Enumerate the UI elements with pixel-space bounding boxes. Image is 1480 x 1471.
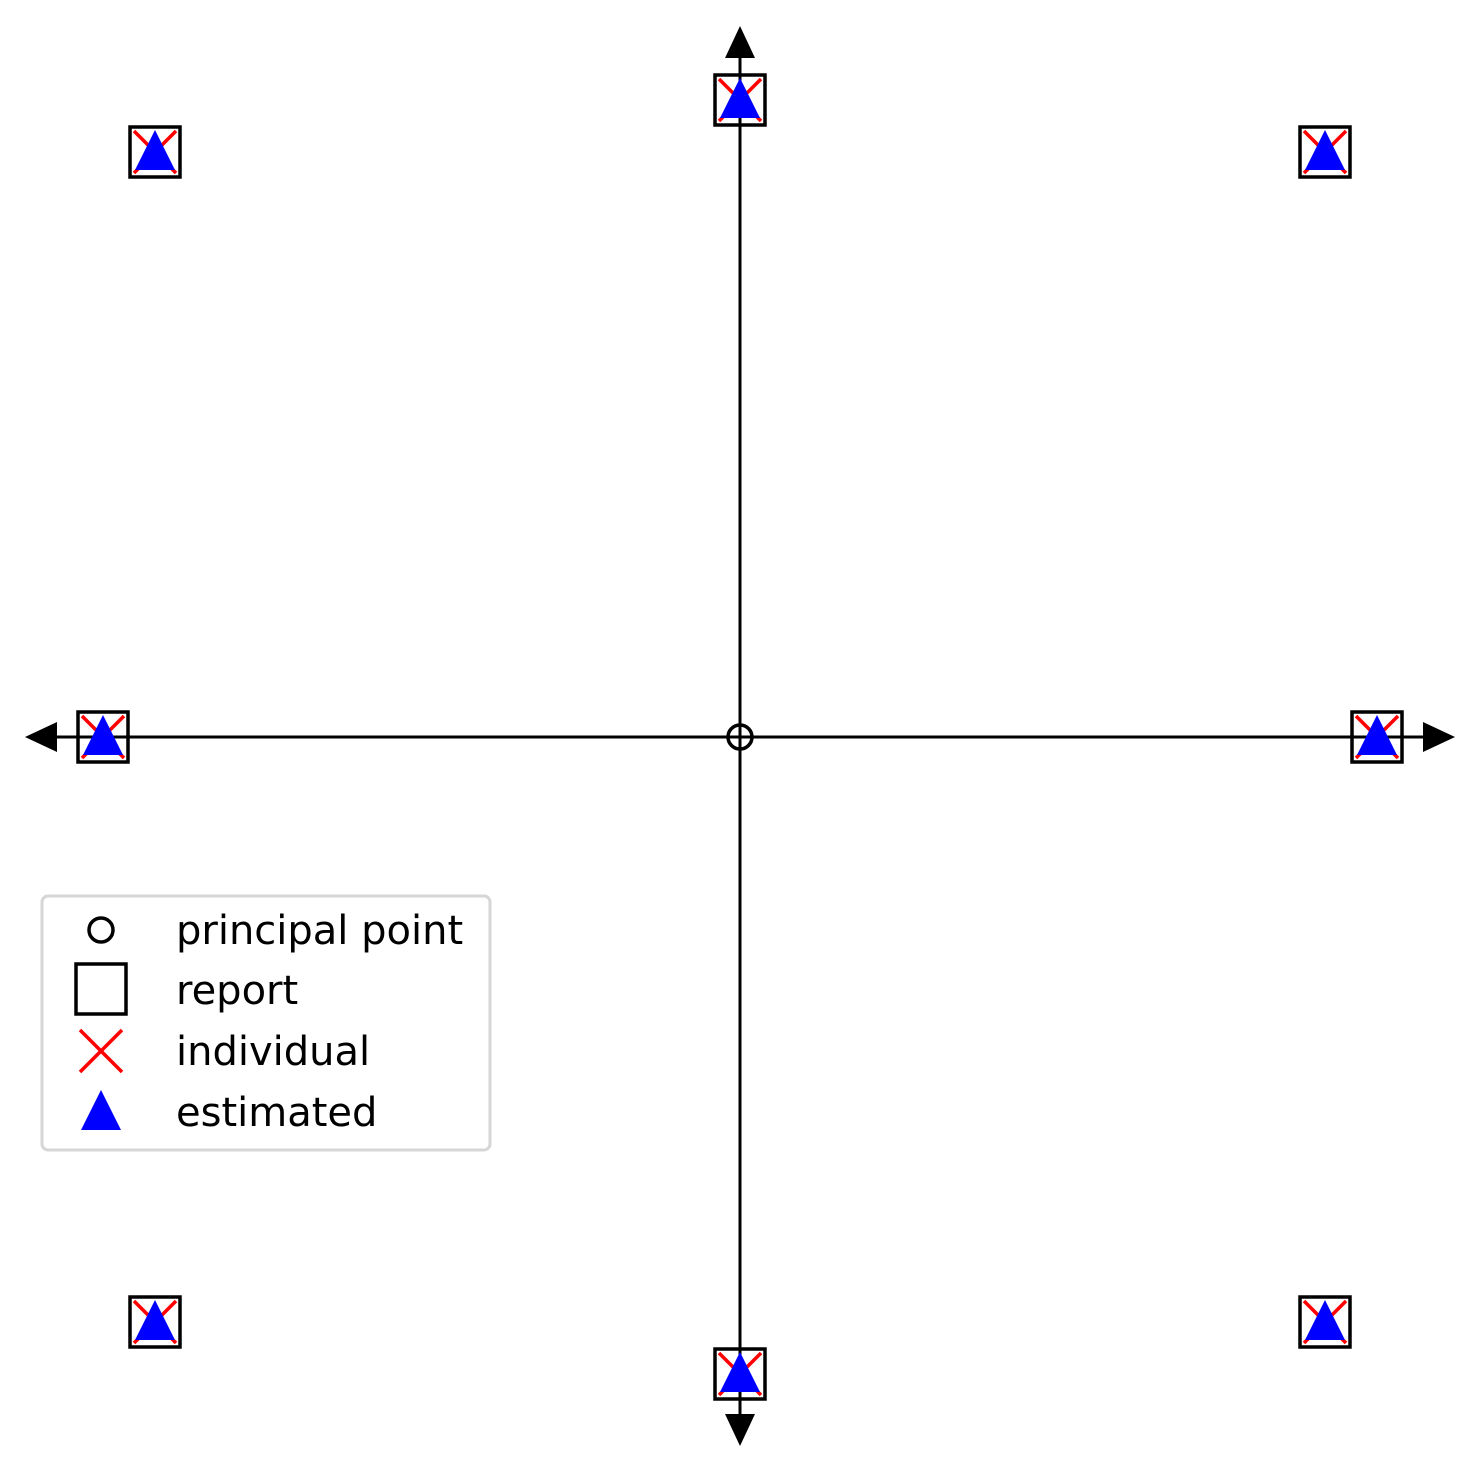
report-square-point [1350, 710, 1404, 764]
legend-x-marker [78, 1028, 124, 1074]
report-square-point [76, 710, 130, 764]
legend-entry-report: report [74, 962, 298, 1016]
legend-triangle-marker [81, 1090, 121, 1130]
estimated-triangle-point [83, 715, 123, 755]
estimated-triangle-point [1305, 1300, 1345, 1340]
y-axis-arrow-up [725, 26, 755, 58]
legend: principal point report individual estima… [40, 894, 492, 1152]
axes [25, 26, 1455, 1446]
estimated-triangle-point [720, 78, 760, 118]
legend-label: estimated [176, 1090, 377, 1136]
report-square-point [128, 1295, 182, 1349]
legend-circle-marker [87, 916, 115, 944]
legend-square-marker [74, 962, 128, 1016]
legend-label: report [176, 968, 298, 1014]
legend-entry-estimated: estimated [81, 1090, 377, 1136]
estimated-triangle-point [135, 130, 175, 170]
legend-label: principal point [176, 908, 463, 954]
x-axis-arrow-right [1423, 722, 1455, 752]
report-square-point [713, 1347, 767, 1401]
estimated-triangle-point [1305, 130, 1345, 170]
y-axis-arrow-down [725, 1414, 755, 1446]
legend-label: individual [176, 1029, 370, 1075]
legend-entry-principal-point: principal point [87, 908, 463, 954]
report-square-point [1298, 125, 1352, 179]
report-square-point [1298, 1295, 1352, 1349]
estimated-triangle-point [135, 1300, 175, 1340]
estimated-triangle-point [1357, 715, 1397, 755]
estimated-triangle-point [720, 1352, 760, 1392]
data-marks [76, 73, 1404, 1401]
report-square-point [128, 125, 182, 179]
report-square-point [713, 73, 767, 127]
legend-entry-individual: individual [78, 1028, 370, 1075]
principal-point-marker [726, 723, 754, 751]
x-axis-arrow-left [25, 722, 57, 752]
legend-frame [40, 894, 492, 1152]
